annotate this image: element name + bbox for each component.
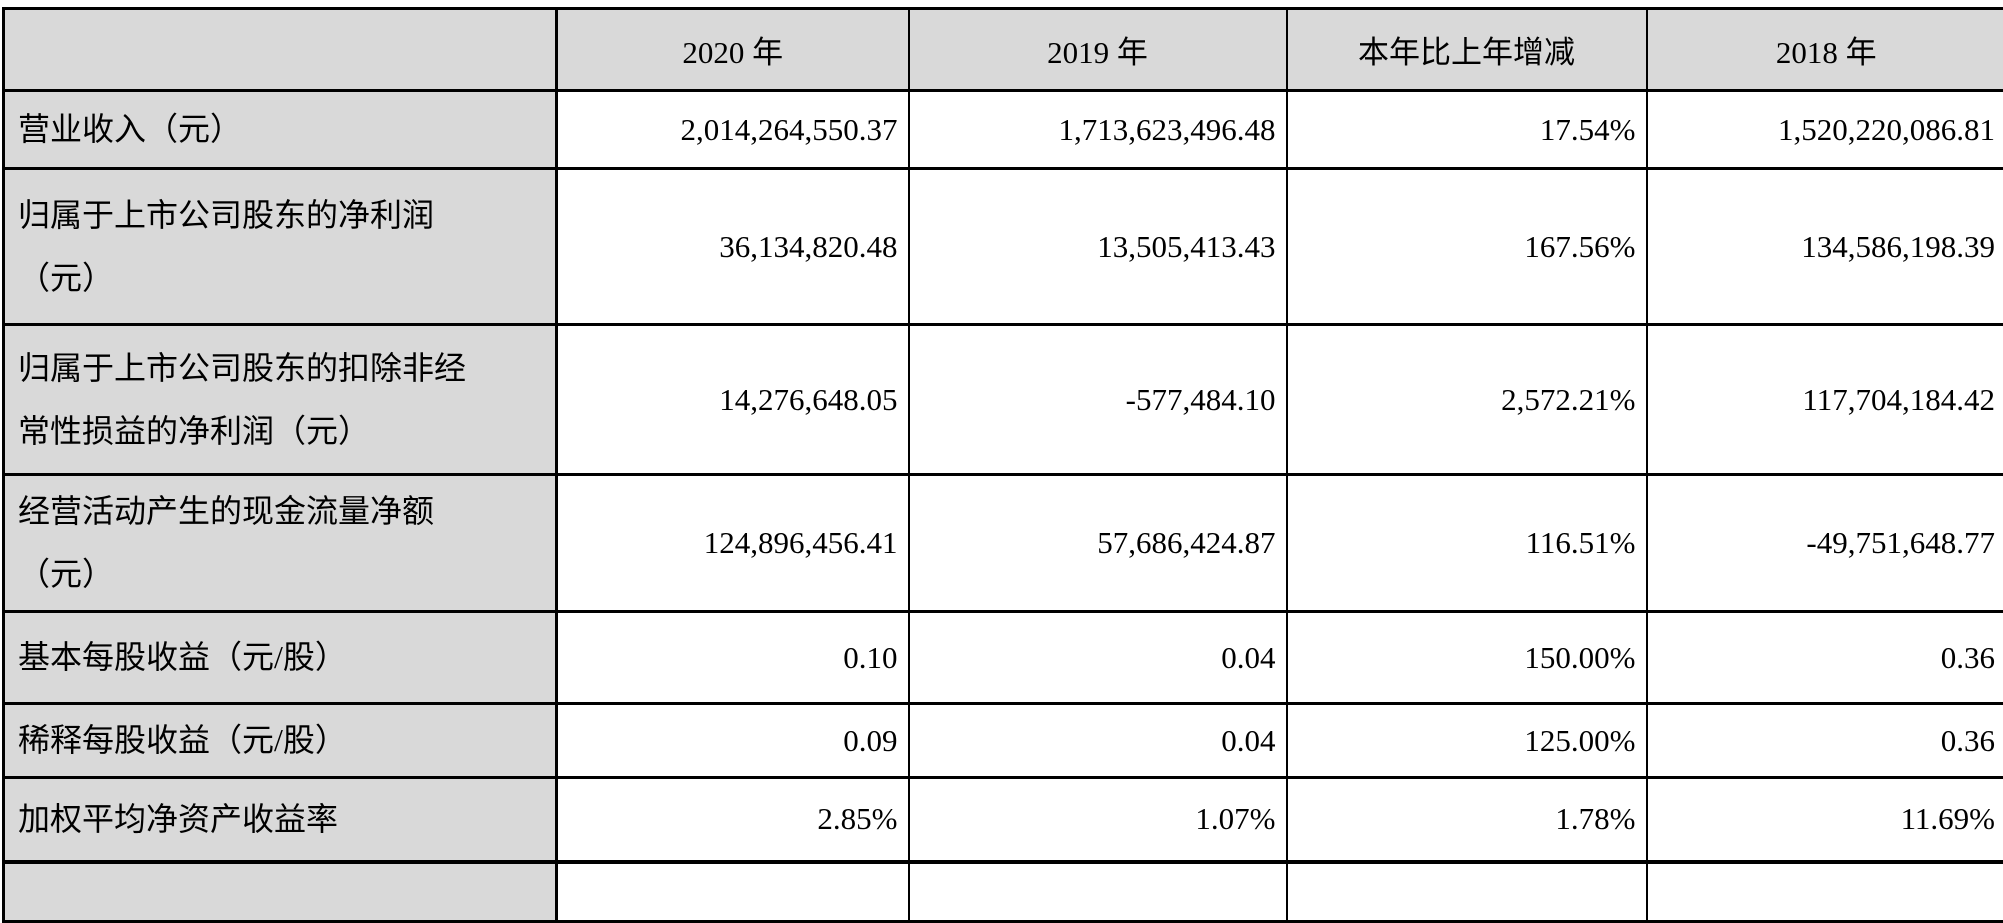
cell-value: 1.07% (909, 778, 1287, 862)
table-row: 归属于上市公司股东的扣除非经 常性损益的净利润（元） 14,276,648.05… (4, 325, 2003, 475)
table-row: 稀释每股收益（元/股） 0.09 0.04 125.00% 0.36 (4, 704, 2003, 778)
cell-value: 0.10 (557, 612, 909, 704)
cell-value: 134,586,198.39 (1647, 169, 2003, 325)
column-header-2018: 2018 年 (1647, 9, 2003, 91)
table-row: 加权平均净资产收益率 2.85% 1.07% 1.78% 11.69% (4, 778, 2003, 862)
cell-value: 2,572.21% (1287, 325, 1647, 475)
cell-value (557, 862, 909, 922)
column-header-2019: 2019 年 (909, 9, 1287, 91)
cell-value: 13,505,413.43 (909, 169, 1287, 325)
cell-value: 116.51% (1287, 475, 1647, 612)
cell-value: -577,484.10 (909, 325, 1287, 475)
cell-value: 2.85% (557, 778, 909, 862)
cell-value (909, 862, 1287, 922)
cell-value: 117,704,184.42 (1647, 325, 2003, 475)
cell-value: 1,713,623,496.48 (909, 91, 1287, 169)
table-row: 归属于上市公司股东的净利润 （元） 36,134,820.48 13,505,4… (4, 169, 2003, 325)
row-label: 归属于上市公司股东的扣除非经 常性损益的净利润（元） (4, 325, 557, 475)
row-label: 营业收入（元） (4, 91, 557, 169)
cell-value: 0.04 (909, 612, 1287, 704)
row-label: 归属于上市公司股东的净利润 （元） (4, 169, 557, 325)
cell-value: 36,134,820.48 (557, 169, 909, 325)
cell-value: 2,014,264,550.37 (557, 91, 909, 169)
cell-value: 0.36 (1647, 704, 2003, 778)
cell-value: 0.36 (1647, 612, 2003, 704)
table-row: 经营活动产生的现金流量净额 （元） 124,896,456.41 57,686,… (4, 475, 2003, 612)
cell-value: 167.56% (1287, 169, 1647, 325)
row-label: 加权平均净资产收益率 (4, 778, 557, 862)
financial-summary-table: 2020 年 2019 年 本年比上年增减 2018 年 营业收入（元） 2,0… (2, 7, 2003, 923)
cell-value: 0.09 (557, 704, 909, 778)
column-header-blank (4, 9, 557, 91)
row-label: 基本每股收益（元/股） (4, 612, 557, 704)
cell-value (1287, 862, 1647, 922)
cell-value: 1.78% (1287, 778, 1647, 862)
row-label: 经营活动产生的现金流量净额 （元） (4, 475, 557, 612)
row-label (4, 862, 557, 922)
table-row: 基本每股收益（元/股） 0.10 0.04 150.00% 0.36 (4, 612, 2003, 704)
header-row: 2020 年 2019 年 本年比上年增减 2018 年 (4, 9, 2003, 91)
column-header-2020: 2020 年 (557, 9, 909, 91)
cell-value: 17.54% (1287, 91, 1647, 169)
cell-value: 11.69% (1647, 778, 2003, 862)
cell-value: 150.00% (1287, 612, 1647, 704)
cell-value: 125.00% (1287, 704, 1647, 778)
document-page: { "table": { "columns": ["", "2020 年", "… (0, 0, 2003, 878)
cell-value: 14,276,648.05 (557, 325, 909, 475)
cell-value (1647, 862, 2003, 922)
cell-value: -49,751,648.77 (1647, 475, 2003, 612)
row-label: 稀释每股收益（元/股） (4, 704, 557, 778)
cell-value: 1,520,220,086.81 (1647, 91, 2003, 169)
column-header-yoy-change: 本年比上年增减 (1287, 9, 1647, 91)
cell-value: 124,896,456.41 (557, 475, 909, 612)
cell-value: 0.04 (909, 704, 1287, 778)
cell-value: 57,686,424.87 (909, 475, 1287, 612)
table-row: 营业收入（元） 2,014,264,550.37 1,713,623,496.4… (4, 91, 2003, 169)
partial-row-clipped (4, 862, 2003, 922)
